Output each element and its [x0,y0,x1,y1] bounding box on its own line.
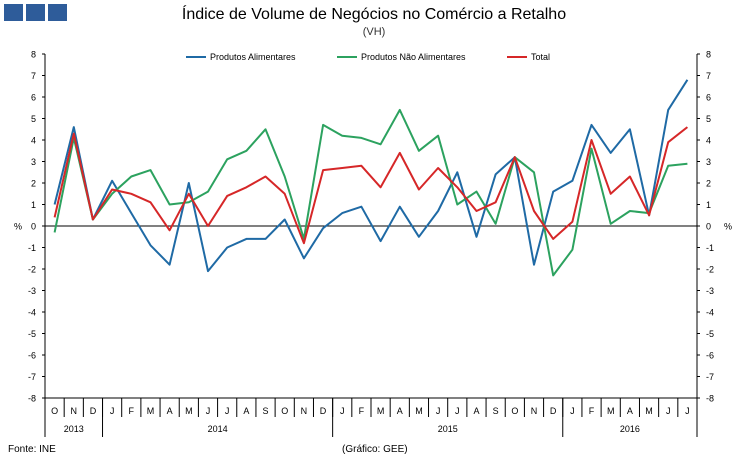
x-tick-label: D [320,406,327,416]
y-tick-label-right: -7 [706,372,714,382]
y-tick-label-right: 6 [706,93,711,103]
y-tick-label-right: 1 [706,200,711,210]
x-tick-label: N [301,406,308,416]
x-tick-label: J [225,406,230,416]
y-tick-label-left: 1 [31,200,36,210]
y-tick-label-right: -2 [706,265,714,275]
year-label: 2014 [208,424,228,434]
y-tick-label-right: -1 [706,243,714,253]
x-tick-label: N [531,406,538,416]
y-tick-label-left: -6 [28,351,36,361]
y-tick-label-left: -7 [28,372,36,382]
y-tick-label-left: 4 [31,136,36,146]
y-tick-label-right: 7 [706,71,711,81]
y-tick-label-left: 3 [31,157,36,167]
y-tick-label-right: 4 [706,136,711,146]
logo-block-1 [4,4,23,21]
x-tick-label: M [185,406,193,416]
x-tick-label: J [570,406,575,416]
x-tick-label: D [550,406,557,416]
series-line-2 [53,108,688,277]
y-tick-label-right: 5 [706,114,711,124]
y-tick-label-left: -8 [28,394,36,404]
y-tick-label-right: 3 [706,157,711,167]
x-tick-label: A [627,406,633,416]
legend-entry-3: Total [531,52,550,62]
y-axis-label-left: % [14,222,22,232]
x-tick-label: D [90,406,97,416]
year-label: 2016 [620,424,640,434]
x-tick-label: J [206,406,211,416]
x-tick-label: F [589,406,595,416]
year-label: 2015 [438,424,458,434]
series-line-1 [53,79,689,273]
x-tick-label: J [436,406,441,416]
x-tick-label: O [51,406,58,416]
x-tick-label: J [340,406,345,416]
x-tick-label: M [415,406,423,416]
chart-title: Índice de Volume de Negócios no Comércio… [181,6,567,23]
legend-entry-2: Produtos Não Alimentares [361,52,466,62]
chart-subtitle: (VH) [362,26,386,38]
x-tick-label: A [473,406,479,416]
year-label: 2013 [64,424,84,434]
legend-entry-1: Produtos Alimentares [210,52,296,62]
logo-block-2 [26,4,45,21]
y-tick-label-left: -2 [28,265,36,275]
y-tick-label-left: -3 [28,286,36,296]
y-tick-label-left: 8 [31,50,36,60]
y-tick-label-right: -6 [706,351,714,361]
x-tick-label: M [377,406,385,416]
x-tick-label: S [493,406,499,416]
y-tick-label-left: 7 [31,71,36,81]
y-tick-label-right: 0 [706,222,711,232]
y-tick-label-right: 8 [706,50,711,60]
y-tick-label-right: -4 [706,308,714,318]
x-tick-label: O [511,406,518,416]
x-tick-label: A [397,406,403,416]
x-tick-label: F [359,406,365,416]
y-tick-label-right: -5 [706,329,714,339]
x-tick-label: J [666,406,671,416]
y-tick-label-left: 6 [31,93,36,103]
x-tick-label: A [243,406,249,416]
x-tick-label: M [147,406,155,416]
x-tick-label: F [129,406,135,416]
series-line-3 [53,126,689,245]
y-axis-label-right: % [724,222,732,232]
logo [4,4,67,21]
y-tick-label-left: 0 [31,222,36,232]
x-tick-label: A [167,406,173,416]
graphic-credit: (Gráfico: GEE) [342,444,408,455]
y-tick-label-right: -3 [706,286,714,296]
y-tick-label-left: 5 [31,114,36,124]
logo-block-3 [48,4,67,21]
x-tick-label: M [607,406,615,416]
x-tick-label: J [685,406,690,416]
x-tick-label: S [263,406,269,416]
y-tick-label-left: -5 [28,329,36,339]
line-chart: -8 -8 -7 -7 -6 -6 -5 -5 -4 -4 -3 -3 -2 -2 -1 -1 0 0 1 1 2 2 3 3… [14,50,732,437]
x-tick-label: O [281,406,288,416]
y-tick-label-right: -8 [706,394,714,404]
x-tick-label: J [110,406,115,416]
source-note: Fonte: INE [8,444,56,455]
x-tick-label: M [645,406,653,416]
y-tick-label-left: -1 [28,243,36,253]
x-tick-label: N [71,406,78,416]
y-tick-label-left: -4 [28,308,36,318]
x-tick-label: J [455,406,460,416]
y-tick-label-right: 2 [706,179,711,189]
y-tick-label-left: 2 [31,179,36,189]
